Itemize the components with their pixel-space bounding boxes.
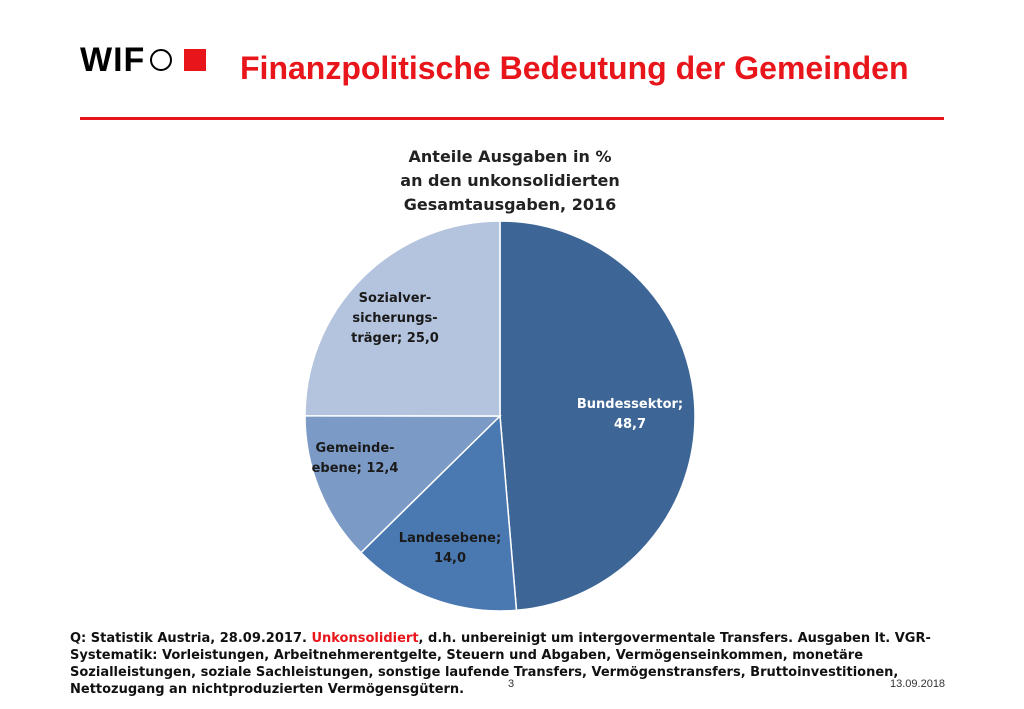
slide-title: Finanzpolitische Bedeutung der Gemeinden — [240, 50, 909, 86]
chart-title-line-3: Gesamtausgaben, 2016 — [403, 195, 617, 214]
chart-title-line-1: Anteile Ausgaben in % — [408, 147, 612, 166]
pie-slice-2 — [304, 414, 502, 554]
pie-slice-label-line: Bundessektor; — [577, 397, 683, 412]
pie-slice-label-2: Gemeinde-ebene; 12,4 — [312, 441, 399, 476]
source-prefix: Q: Statistik Austria, 28.09.2017. — [70, 631, 312, 646]
page-number: 3 — [508, 678, 515, 690]
pie-slice-0 — [499, 220, 696, 612]
pie-slice-label-1: Landesebene; 14,0 — [399, 531, 501, 566]
pie-slice-3 — [304, 220, 501, 417]
pie-slice-label-line: sicherungs- — [352, 311, 437, 326]
title-divider — [80, 117, 944, 120]
pie-slice-label-line: ebene; 12,4 — [312, 461, 399, 476]
pie-slice-label-line: träger; 25,0 — [351, 331, 439, 346]
source-highlight: Unkonsolidiert — [311, 631, 419, 646]
wifo-logo: WIF — [80, 41, 207, 79]
logo-circle-icon — [150, 49, 173, 71]
pie-slice-label-line: 14,0 — [434, 551, 466, 566]
source-rest: , d.h. unbereinigt um intergovermentale … — [70, 631, 931, 697]
logo-square-icon — [184, 49, 207, 71]
source-note: Q: Statistik Austria, 28.09.2017. Unkons… — [70, 630, 960, 698]
pie-slice-label-line: Sozialver- — [359, 291, 432, 306]
chart-title: Anteile Ausgaben in % an den unkonsolidi… — [360, 145, 660, 217]
slide-date: 13.09.2018 — [890, 678, 946, 690]
pie-slice-label-line: Landesebene; — [399, 531, 501, 546]
pie-slice-label-line: 48,7 — [614, 417, 646, 432]
chart-title-line-2: an den unkonsolidierten — [400, 171, 620, 190]
logo-text: WIF — [80, 41, 146, 79]
pie-slice-label-3: Sozialver-sicherungs-träger; 25,0 — [351, 291, 439, 346]
pie-slice-label-line: Gemeinde- — [315, 441, 394, 456]
pie-slice-label-0: Bundessektor; 48,7 — [577, 397, 683, 432]
pie-slice-1 — [359, 414, 518, 612]
